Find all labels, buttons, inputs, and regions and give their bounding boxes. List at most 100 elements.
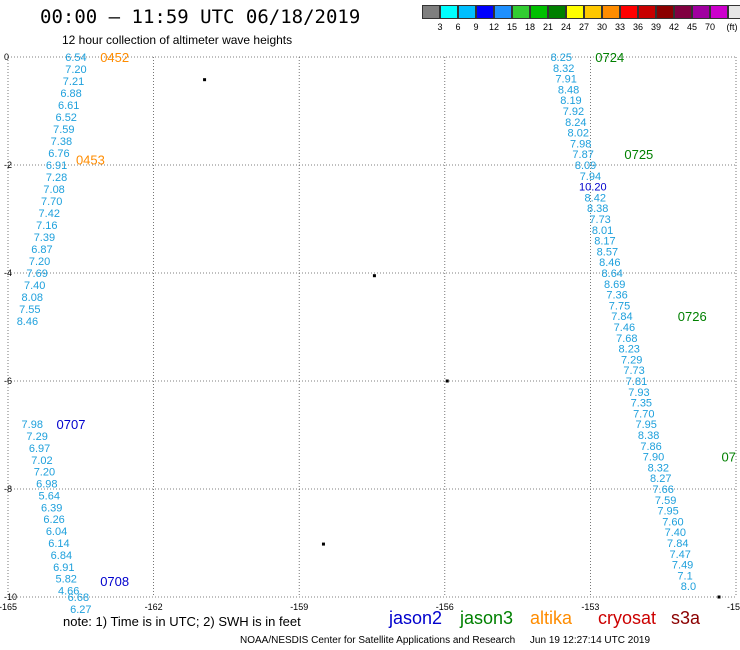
wave-height-value: 8.24 (565, 117, 586, 129)
x-tick-label: -162 (145, 602, 163, 612)
island-marker (445, 379, 449, 383)
scale-label: 30 (596, 22, 608, 32)
wave-height-value: 7.66 (652, 484, 673, 496)
scale-label: 9 (473, 22, 479, 32)
wave-height-value: 7.84 (611, 311, 632, 323)
scale-label: 27 (578, 22, 590, 32)
wave-height-value: 8.46 (17, 316, 38, 328)
wave-height-value: 7.95 (636, 419, 657, 431)
scale-swatch (548, 5, 566, 19)
scale-swatch (458, 5, 476, 19)
legend-item-jason2: jason2 (389, 608, 443, 628)
scale-label: 3 (437, 22, 443, 32)
wave-height-value: 7.69 (26, 268, 47, 280)
wave-height-value: 7.70 (633, 408, 654, 420)
wave-height-value: 7.38 (51, 136, 72, 148)
wave-height-value: 8.57 (597, 246, 618, 258)
units-note: note: 1) Time is in UTC; 2) SWH is in fe… (63, 614, 301, 629)
pass-time-label: 0725 (624, 147, 653, 162)
x-tick-label: -165 (0, 602, 17, 612)
scale-label: 12 (488, 22, 500, 32)
wave-height-value: 6.76 (48, 148, 69, 160)
wave-height-value: 8.38 (638, 430, 659, 442)
y-tick-label: -2 (4, 160, 12, 170)
y-tick-label: -8 (4, 484, 12, 494)
y-tick-label: -4 (4, 268, 12, 278)
wave-height-value: 7.36 (606, 290, 627, 302)
legend-item-s3a: s3a (671, 608, 701, 628)
wave-height-value: 7.95 (657, 506, 678, 518)
wave-height-value: 8.48 (558, 84, 579, 96)
scale-swatch (440, 5, 458, 19)
wave-height-value: 6.91 (53, 562, 74, 574)
wave-height-value: 10.20 (579, 182, 607, 194)
wave-height-value: 4.66 (58, 586, 79, 598)
generated-timestamp: Jun 19 12:27:14 UTC 2019 (529, 635, 651, 646)
wave-height-value: 6.39 (41, 502, 62, 514)
wave-height-value: 8.01 (592, 225, 613, 237)
wave-height-value: 8.69 (604, 279, 625, 291)
wave-height-value: 6.91 (46, 160, 67, 172)
island-marker (372, 274, 376, 278)
wave-height-value: 7.20 (29, 256, 50, 268)
scale-label: 24 (560, 22, 572, 32)
wave-height-value: 7.98 (22, 419, 43, 431)
pass-time-label: 07 (721, 450, 735, 465)
scale-label: 18 (524, 22, 536, 32)
scale-swatch (728, 5, 740, 19)
scale-label: 33 (614, 22, 626, 32)
wave-height-value: 7.35 (631, 398, 652, 410)
wave-height-value: 7.42 (39, 208, 60, 220)
scale-swatch (710, 5, 728, 19)
wave-height-value: 6.97 (29, 443, 50, 455)
scale-label: 36 (632, 22, 644, 32)
scale-swatch (494, 5, 512, 19)
island-marker (717, 595, 721, 599)
wave-height-value: 6.27 (70, 604, 91, 616)
wave-height-value: 6.04 (46, 526, 67, 538)
wave-height-value: 7.20 (65, 64, 86, 76)
scale-label: 42 (668, 22, 680, 32)
island-marker (321, 542, 325, 546)
wave-height-value: 6.68 (68, 592, 89, 604)
y-tick-label: 0 (4, 52, 9, 62)
wave-height-value: 8.32 (553, 63, 574, 75)
wave-height-value: 6.61 (58, 100, 79, 112)
wave-height-value: 7.28 (46, 172, 67, 184)
scale-swatch (638, 5, 656, 19)
wave-height-value: 8.32 (648, 462, 669, 474)
wave-height-value: 7.59 (655, 495, 676, 507)
y-tick-label: -6 (4, 376, 12, 386)
wave-height-value: 7.94 (580, 171, 601, 183)
scale-swatch (692, 5, 710, 19)
wave-height-value: 7.40 (665, 527, 686, 539)
wave-height-value: 6.52 (56, 112, 77, 124)
wave-height-value: 8.17 (594, 236, 615, 248)
wave-height-value: 8.27 (650, 473, 671, 485)
wave-height-value: 7.84 (667, 538, 688, 550)
wave-height-value: 7.02 (31, 455, 52, 467)
scale-swatch (512, 5, 530, 19)
wave-height-value: 7.29 (26, 431, 47, 443)
wave-height-value: 8.0 (681, 581, 696, 593)
page-title: 00:00 – 11:59 UTC 06/18/2019 (40, 6, 361, 28)
wave-height-value: 7.68 (616, 333, 637, 345)
wave-height-value: 7.60 (662, 516, 683, 528)
wave-height-value: 6.84 (51, 550, 72, 562)
wave-height-value: 7.87 (572, 149, 593, 161)
wave-height-value: 8.25 (551, 52, 572, 64)
wave-height-value: 7.47 (669, 549, 690, 561)
legend-item-altika: altika (530, 608, 573, 628)
footer: NOAA/NESDIS Center for Satellite Applica… (240, 635, 650, 646)
wave-height-value: 7.21 (63, 76, 84, 88)
legend-item-cryosat: cryosat (598, 608, 657, 628)
wave-height-value: 8.23 (619, 344, 640, 356)
wave-height-value: 7.92 (563, 106, 584, 118)
scale-swatch (656, 5, 674, 19)
wave-height-value: 5.64 (39, 490, 60, 502)
scale-swatch (674, 5, 692, 19)
scale-label: (ft) (726, 22, 738, 32)
wave-height-value: 8.46 (599, 257, 620, 269)
scale-swatch (566, 5, 584, 19)
